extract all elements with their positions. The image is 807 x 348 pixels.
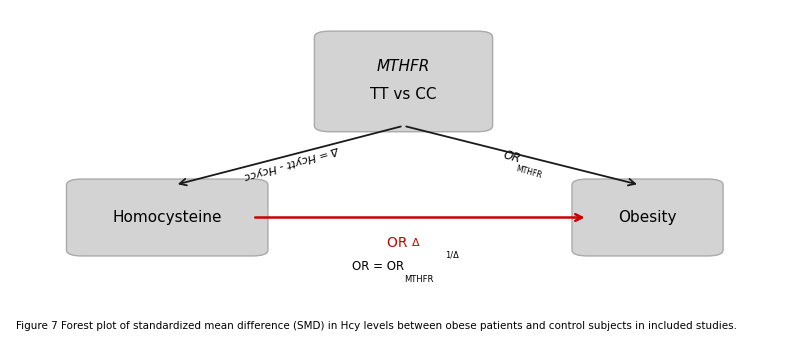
Text: Figure 7 Forest plot of standardized mean difference (SMD) in Hcy levels between: Figure 7 Forest plot of standardized mea… <box>16 321 737 331</box>
Text: 1/Δ: 1/Δ <box>445 251 458 260</box>
Text: OR = OR: OR = OR <box>353 260 404 273</box>
Text: Obesity: Obesity <box>618 210 677 225</box>
Text: OR: OR <box>502 149 522 166</box>
FancyBboxPatch shape <box>572 179 723 256</box>
FancyBboxPatch shape <box>66 179 268 256</box>
FancyBboxPatch shape <box>315 31 492 132</box>
Text: Homocysteine: Homocysteine <box>112 210 222 225</box>
Text: OR: OR <box>387 236 412 250</box>
Text: MTHFR: MTHFR <box>377 59 430 74</box>
Text: TT vs CC: TT vs CC <box>370 87 437 102</box>
Text: Δ = Hcytt - Hcycc: Δ = Hcytt - Hcycc <box>243 144 340 181</box>
Text: Δ: Δ <box>412 238 420 248</box>
Text: MTHFR: MTHFR <box>404 275 434 284</box>
Text: MTHFR: MTHFR <box>515 164 543 180</box>
